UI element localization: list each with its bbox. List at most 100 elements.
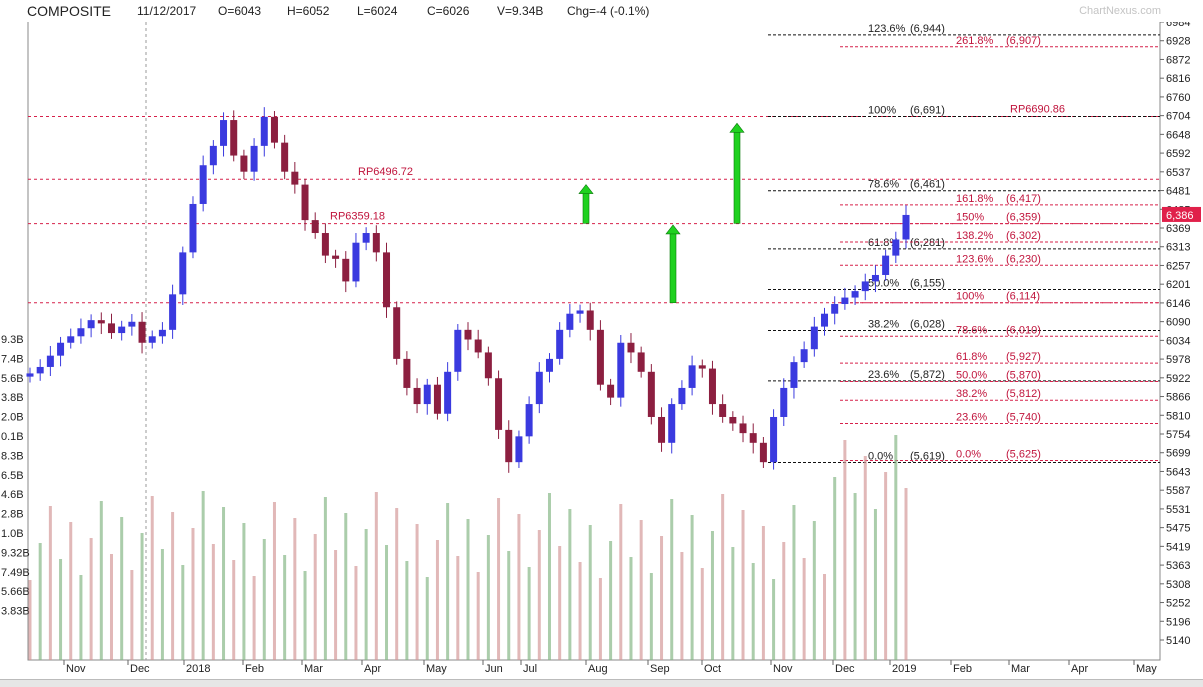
fib-level-label: 0.0% xyxy=(868,450,893,462)
volume-bar xyxy=(700,568,704,660)
fib-ext-value: (5,740) xyxy=(1006,411,1041,423)
bottom-scrollbar[interactable] xyxy=(0,679,1203,687)
high-readout: H=6052 xyxy=(287,4,330,18)
price-tick-label: 6257 xyxy=(1166,260,1190,272)
fib-ext-label: 100% xyxy=(956,291,984,303)
watermark: ChartNexus.com xyxy=(1079,5,1161,17)
price-tick-label: 5419 xyxy=(1166,541,1190,553)
volume-bar xyxy=(649,573,653,660)
volume-bar xyxy=(334,550,338,660)
month-label: May xyxy=(1136,663,1157,675)
volume-bar xyxy=(497,498,501,660)
volume-bar xyxy=(761,526,765,660)
candle-body xyxy=(403,358,411,388)
candle-body xyxy=(658,416,666,443)
candle-body xyxy=(505,429,513,463)
volume-bar xyxy=(527,567,531,660)
volume-bar xyxy=(160,549,164,660)
fib-ext-value: (6,359) xyxy=(1006,212,1041,224)
date-readout: 11/12/2017 xyxy=(137,4,197,18)
volume-bar xyxy=(38,543,42,660)
volume-bar xyxy=(262,539,266,660)
candle-body xyxy=(67,336,75,343)
volume-bar xyxy=(833,477,837,660)
volume-tick-label: 0.1B xyxy=(1,431,24,443)
volume-bar xyxy=(904,488,908,660)
volume-tick-label: 5.66B xyxy=(1,586,30,598)
volume-bar xyxy=(456,556,460,660)
candle-body xyxy=(270,116,278,143)
candle-body xyxy=(97,320,105,324)
candle-body xyxy=(759,442,767,463)
volume-bar xyxy=(731,547,735,660)
symbol-title: COMPOSITE xyxy=(27,3,112,19)
candle-body xyxy=(46,355,54,367)
volume-bar xyxy=(323,497,327,660)
month-label: Sep xyxy=(650,663,670,675)
volume-bar xyxy=(344,513,348,660)
candle-body xyxy=(698,365,706,369)
volume-bar xyxy=(782,542,786,660)
price-tick-label: 6481 xyxy=(1166,186,1190,198)
quote-header: COMPOSITE 11/12/2017 O=6043 H=6052 L=602… xyxy=(0,0,1203,22)
month-label: Apr xyxy=(1071,663,1088,675)
volume-bar xyxy=(150,496,154,660)
volume-bar xyxy=(741,510,745,660)
candle-body xyxy=(118,326,126,334)
volume-bar xyxy=(680,552,684,660)
candle-body xyxy=(199,165,207,204)
fib-level-label: 23.6% xyxy=(868,369,899,381)
volume-bar xyxy=(222,507,226,660)
open-readout: O=6043 xyxy=(218,4,262,18)
fib-ext-label: 38.2% xyxy=(956,388,987,400)
fib-ext-label: 138.2% xyxy=(956,230,994,242)
candle-body xyxy=(291,171,299,185)
volume-bar xyxy=(670,499,674,660)
volume-bar xyxy=(578,562,582,660)
candle-body xyxy=(169,294,177,330)
candle-body xyxy=(668,404,676,443)
volume-tick-label: 4.6B xyxy=(1,489,24,501)
price-tick-label: 6146 xyxy=(1166,298,1190,310)
volume-bar xyxy=(293,518,297,660)
volume-bar xyxy=(446,503,450,660)
price-tick-label: 5587 xyxy=(1166,485,1190,497)
month-label: Nov xyxy=(66,663,86,675)
price-tick-label: 6090 xyxy=(1166,317,1190,329)
volume-bar xyxy=(79,575,83,660)
volume-tick-label: 1.0B xyxy=(1,528,24,540)
price-tick-label: 5196 xyxy=(1166,616,1190,628)
fib-ext-value: (5,812) xyxy=(1006,388,1041,400)
volume-tick-label: 8.3B xyxy=(1,450,24,462)
volume-bar xyxy=(109,554,113,660)
candle-body xyxy=(545,358,553,372)
fib-ext-value: (6,417) xyxy=(1006,193,1041,205)
month-label: Feb xyxy=(953,663,972,675)
candle-body xyxy=(708,368,716,405)
volume-bar xyxy=(598,578,602,660)
month-label: Mar xyxy=(1011,663,1030,675)
volume-bar xyxy=(385,545,389,660)
volume-bar xyxy=(772,579,776,660)
candle-body xyxy=(576,310,584,314)
price-tick-label: 5922 xyxy=(1166,373,1190,385)
candle-body xyxy=(831,304,839,314)
candle-body xyxy=(433,384,441,414)
candle-body xyxy=(179,252,187,295)
candle-body xyxy=(260,116,268,146)
month-label: Nov xyxy=(773,663,793,675)
candle-body xyxy=(423,384,431,405)
volume-bar xyxy=(843,440,847,660)
candle-body xyxy=(77,328,85,337)
volume-bar xyxy=(395,508,399,660)
volume-tick-label: 9.32B xyxy=(1,547,30,559)
candle-body xyxy=(393,307,401,359)
fib-ext-value: (6,907) xyxy=(1006,35,1041,47)
volume-bar xyxy=(28,580,32,660)
fib-level-label: 78.6% xyxy=(868,179,899,191)
candle-body xyxy=(556,329,564,359)
month-label: Jun xyxy=(485,663,503,675)
volume-bar xyxy=(812,521,816,660)
